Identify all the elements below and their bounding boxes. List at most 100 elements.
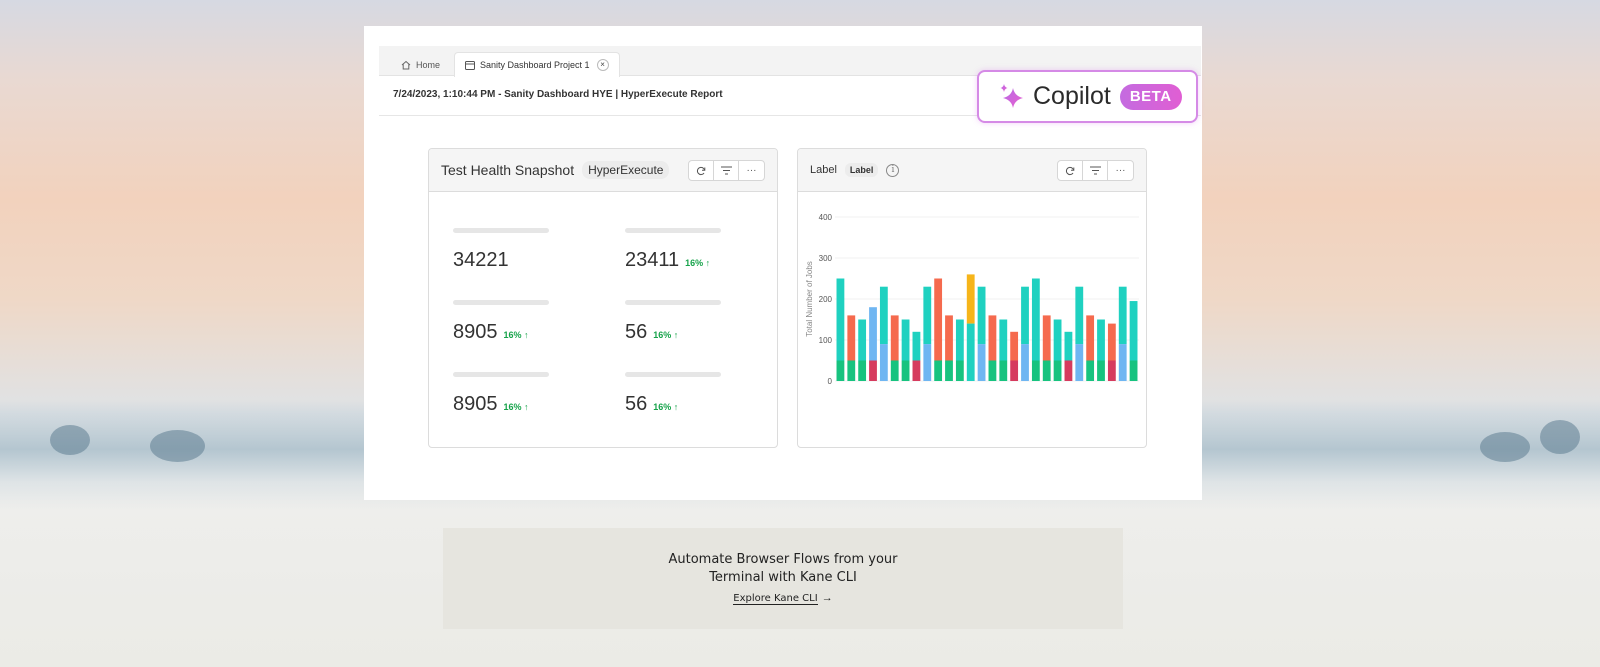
metric-value: 56: [625, 393, 648, 415]
bar-segment-bottom: [945, 360, 953, 381]
metric-change: 16% ↑: [685, 258, 711, 268]
metric-value: 8905: [453, 393, 498, 415]
source-chip: HyperExecute: [582, 161, 670, 179]
bar-segment-bottom: [890, 360, 899, 381]
bar-segment-top: [955, 319, 964, 361]
bar-segment-top: [1053, 319, 1062, 361]
bar-segment-bottom: [858, 360, 867, 381]
card-title: Label: [810, 164, 837, 176]
metric-label-placeholder: [625, 372, 721, 377]
bar-segment-bottom: [1021, 344, 1029, 381]
card-actions: ···: [688, 160, 765, 181]
bar-segment-bottom: [977, 344, 986, 381]
tab-sanity-dashboard[interactable]: Sanity Dashboard Project 1 ×: [454, 52, 620, 77]
y-tick-label: 100: [819, 336, 833, 345]
filter-button[interactable]: [1083, 161, 1108, 180]
arrow-up-icon: ↑: [673, 402, 679, 412]
y-tick-label: 400: [819, 213, 833, 222]
background-tree: [1480, 432, 1530, 462]
metric-label-placeholder: [625, 228, 721, 233]
background-tree: [1540, 420, 1580, 454]
banner-text: Automate Browser Flows from your Termina…: [443, 551, 1123, 587]
bar-segment-top: [1031, 278, 1040, 361]
arrow-up-icon: ↑: [673, 330, 679, 340]
metric-value: 56: [625, 321, 648, 343]
bar-segment-top: [945, 315, 953, 361]
info-icon[interactable]: i: [886, 163, 900, 177]
metric-6: 56 16% ↑: [625, 372, 721, 416]
metric-change: 16% ↑: [653, 402, 679, 412]
bar-segment-top: [1064, 331, 1073, 361]
more-icon: ···: [746, 165, 757, 176]
more-icon: ···: [1115, 165, 1126, 176]
card-header: Label Label i ···: [798, 149, 1146, 192]
label-chip: Label: [844, 163, 879, 177]
bar-segment-top: [988, 315, 997, 361]
bar-segment-bottom: [847, 360, 856, 381]
refresh-icon: [696, 166, 706, 175]
close-icon[interactable]: ×: [596, 59, 609, 71]
metric-5: 8905 16% ↑: [453, 372, 549, 416]
metric-4: 56 16% ↑: [625, 300, 721, 344]
arrow-right-icon: →: [821, 592, 833, 604]
bar-segment-bottom: [1129, 360, 1138, 381]
bar-segment-bottom: [1010, 360, 1019, 381]
more-button[interactable]: ···: [739, 161, 764, 180]
bar-segment-bottom: [869, 360, 877, 381]
beta-badge: BETA: [1119, 83, 1182, 110]
bar-segment-bottom: [1053, 360, 1062, 381]
metric-change: 16% ↑: [653, 330, 679, 340]
arrow-up-icon: ↑: [524, 402, 529, 412]
copilot-label: Copilot: [1033, 82, 1111, 110]
kane-cli-banner: Automate Browser Flows from your Termina…: [443, 528, 1123, 629]
metric-3: 8905 16% ↑: [453, 300, 549, 344]
y-tick-label: 0: [828, 377, 833, 386]
bar-segment-top: [1010, 331, 1019, 361]
more-button[interactable]: ···: [1108, 161, 1133, 180]
report-title: 7/24/2023, 1:10:44 PM - Sanity Dashboard…: [393, 89, 723, 100]
bar-segment-bottom: [1064, 360, 1073, 381]
bar-segment-bottom: [912, 360, 921, 381]
filter-button[interactable]: [714, 161, 739, 180]
bar-segment-bottom: [879, 344, 888, 381]
metric-label-placeholder: [453, 228, 549, 233]
bar-segment-top: [858, 319, 867, 361]
bar-segment-bottom: [1118, 344, 1127, 381]
bar-segment-bottom: [1031, 360, 1040, 381]
home-icon: [401, 60, 411, 69]
card-header: Test Health Snapshot HyperExecute ···: [429, 149, 777, 192]
arrow-up-icon: ↑: [524, 330, 529, 340]
bar-segment-bottom: [923, 344, 932, 381]
bar-segment-bottom: [836, 360, 845, 381]
bar-segment-top: [869, 307, 877, 361]
tab-home-label: Home: [416, 59, 441, 70]
dashboard-icon: [465, 60, 475, 70]
bar-segment-top: [912, 331, 921, 361]
bar-segment-bottom: [1107, 360, 1116, 381]
bar-segment-top: [847, 315, 856, 361]
bar-segment-top: [1097, 319, 1105, 361]
bar-segment-top: [1042, 315, 1051, 361]
bar-segment-bottom: [955, 360, 964, 381]
metric-label-placeholder: [625, 300, 721, 305]
bar-segment-bottom: [1075, 344, 1084, 381]
tab-home[interactable]: Home: [401, 53, 440, 76]
metric-value: 23411: [625, 249, 680, 271]
y-tick-label: 200: [819, 295, 833, 304]
copilot-button[interactable]: Copilot BETA: [977, 70, 1198, 123]
divider: [379, 115, 1201, 116]
bar-segment-bottom: [934, 360, 943, 381]
background-tree: [50, 425, 90, 455]
explore-kane-cli-link[interactable]: Explore Kane CLI: [733, 593, 818, 605]
metric-change: 16% ↑: [503, 402, 529, 412]
refresh-button[interactable]: [689, 161, 714, 180]
refresh-button[interactable]: [1058, 161, 1083, 180]
bar-segment-top: [1107, 323, 1116, 361]
bar-segment-top: [890, 315, 899, 361]
bar-segment-top: [836, 278, 845, 361]
jobs-chart-card: Label Label i ··· 0 100 200 300 400 Total Num…: [797, 148, 1147, 448]
metric-label-placeholder: [453, 300, 549, 305]
bar-segment-top: [1118, 286, 1127, 345]
banner-line-2: Terminal with Kane CLI: [709, 570, 857, 585]
filter-icon: [720, 166, 732, 175]
